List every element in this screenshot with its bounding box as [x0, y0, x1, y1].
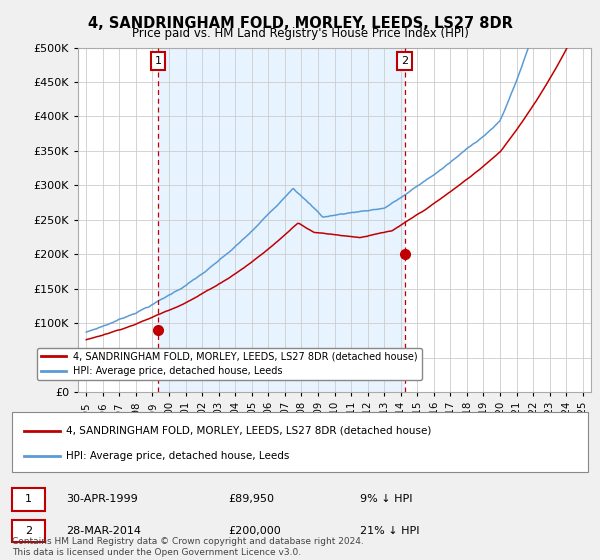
Text: Contains HM Land Registry data © Crown copyright and database right 2024.
This d: Contains HM Land Registry data © Crown c… — [12, 538, 364, 557]
Text: HPI: Average price, detached house, Leeds: HPI: Average price, detached house, Leed… — [66, 451, 289, 461]
Text: 1: 1 — [154, 57, 161, 67]
Legend: 4, SANDRINGHAM FOLD, MORLEY, LEEDS, LS27 8DR (detached house), HPI: Average pric: 4, SANDRINGHAM FOLD, MORLEY, LEEDS, LS27… — [37, 348, 422, 380]
Text: 4, SANDRINGHAM FOLD, MORLEY, LEEDS, LS27 8DR (detached house): 4, SANDRINGHAM FOLD, MORLEY, LEEDS, LS27… — [66, 426, 431, 436]
Text: 30-APR-1999: 30-APR-1999 — [66, 494, 138, 505]
Text: £89,950: £89,950 — [228, 494, 274, 505]
Text: 4, SANDRINGHAM FOLD, MORLEY, LEEDS, LS27 8DR: 4, SANDRINGHAM FOLD, MORLEY, LEEDS, LS27… — [88, 16, 512, 31]
Text: 21% ↓ HPI: 21% ↓ HPI — [360, 526, 419, 536]
FancyBboxPatch shape — [12, 412, 588, 472]
Text: 9% ↓ HPI: 9% ↓ HPI — [360, 494, 413, 505]
FancyBboxPatch shape — [12, 520, 45, 543]
Text: 1: 1 — [25, 494, 32, 505]
Text: 2: 2 — [25, 526, 32, 536]
Bar — [158, 48, 405, 392]
Text: £200,000: £200,000 — [228, 526, 281, 536]
Text: 2: 2 — [401, 57, 409, 67]
Text: 28-MAR-2014: 28-MAR-2014 — [66, 526, 141, 536]
Text: Price paid vs. HM Land Registry's House Price Index (HPI): Price paid vs. HM Land Registry's House … — [131, 27, 469, 40]
FancyBboxPatch shape — [12, 488, 45, 511]
